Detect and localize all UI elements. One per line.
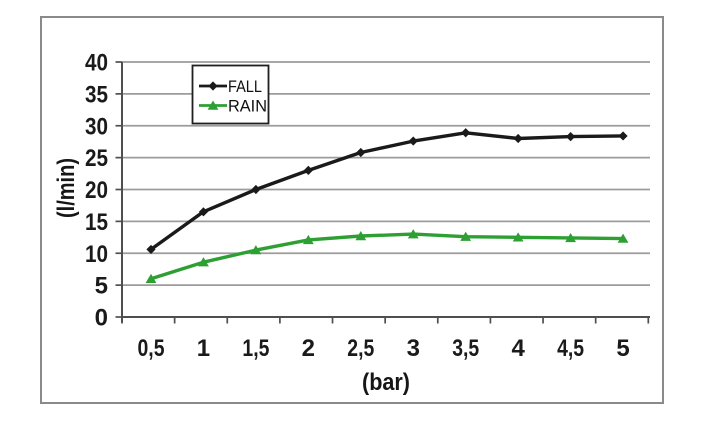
legend-label-rain: RAIN — [228, 98, 267, 116]
x-tick-label: 5 — [616, 335, 629, 362]
y-tick-label: 10 — [85, 241, 108, 268]
chart-frame-border — [40, 16, 664, 404]
y-tick-label: 40 — [85, 50, 108, 77]
x-tick-label: 4,5 — [557, 335, 584, 362]
series-line-rain — [149, 232, 625, 281]
y-tick-label: 20 — [85, 177, 108, 204]
series-marker-fall — [356, 147, 366, 158]
y-tick-label: 30 — [85, 113, 108, 140]
y-tick-label: 5 — [95, 273, 108, 300]
x-tick-label: 3 — [407, 335, 420, 362]
series-marker-fall — [461, 128, 471, 138]
x-tick-label: 0,5 — [138, 335, 165, 362]
x-tick-label: 3,5 — [452, 335, 479, 362]
x-axis-title: (bar) — [362, 369, 410, 396]
series-marker-rain — [565, 232, 576, 243]
series-marker-rain — [460, 231, 472, 241]
legend-label-fall: FALL — [228, 78, 262, 96]
legend-marker-rain — [207, 100, 219, 110]
series-marker-fall — [513, 133, 523, 144]
series-marker-fall — [198, 207, 209, 217]
series-marker-fall — [408, 136, 418, 146]
y-tick-label: 25 — [85, 145, 108, 172]
series-marker-rain — [145, 273, 157, 283]
legend-box — [191, 64, 270, 125]
series-marker-rain — [250, 245, 262, 255]
y-axis-title: (l/min) — [53, 158, 80, 218]
x-tick-label: 1,5 — [242, 335, 269, 362]
x-tick-label: 4 — [511, 335, 525, 362]
y-tick-label: 35 — [85, 81, 108, 108]
series-marker-rain — [198, 257, 209, 267]
legend-marker-fall — [208, 81, 218, 91]
series-marker-fall — [303, 165, 313, 175]
x-tick-label: 1 — [197, 335, 210, 362]
x-tick-label: 2 — [302, 335, 315, 362]
series-marker-fall — [566, 131, 576, 142]
y-tick-label: 15 — [85, 209, 108, 236]
series-marker-rain — [355, 231, 367, 241]
y-tick-label: 0 — [95, 305, 108, 332]
series-marker-rain — [302, 234, 314, 245]
x-tick-label: 2,5 — [347, 335, 374, 362]
series-marker-rain — [407, 229, 419, 239]
series-line-fall — [149, 131, 625, 252]
series-marker-fall — [251, 184, 261, 195]
series-marker-fall — [618, 131, 628, 141]
series-marker-rain — [617, 233, 629, 243]
series-marker-rain — [512, 232, 524, 242]
series-marker-fall — [146, 244, 156, 255]
